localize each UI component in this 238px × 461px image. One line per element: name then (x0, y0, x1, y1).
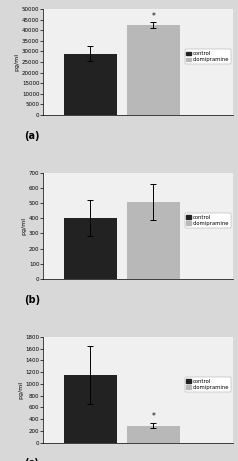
Bar (64, 53, 117, 115)
Bar (64, 219, 117, 279)
Text: *: * (151, 412, 155, 421)
Bar (127, 202, 180, 279)
Bar (64, 375, 117, 443)
Y-axis label: pg/ml: pg/ml (18, 381, 23, 399)
Text: *: * (151, 12, 155, 21)
Text: (c): (c) (24, 458, 39, 461)
Y-axis label: pg/ml: pg/ml (22, 217, 27, 235)
Text: (a): (a) (24, 131, 39, 141)
Legend: control, clomipramine: control, clomipramine (185, 213, 231, 228)
Bar (127, 426, 180, 443)
Y-axis label: pg/ml: pg/ml (15, 53, 20, 71)
Legend: control, clomipramine: control, clomipramine (185, 49, 231, 64)
Legend: control, clomipramine: control, clomipramine (185, 377, 231, 392)
Bar (127, 25, 180, 115)
Text: (b): (b) (24, 295, 40, 305)
